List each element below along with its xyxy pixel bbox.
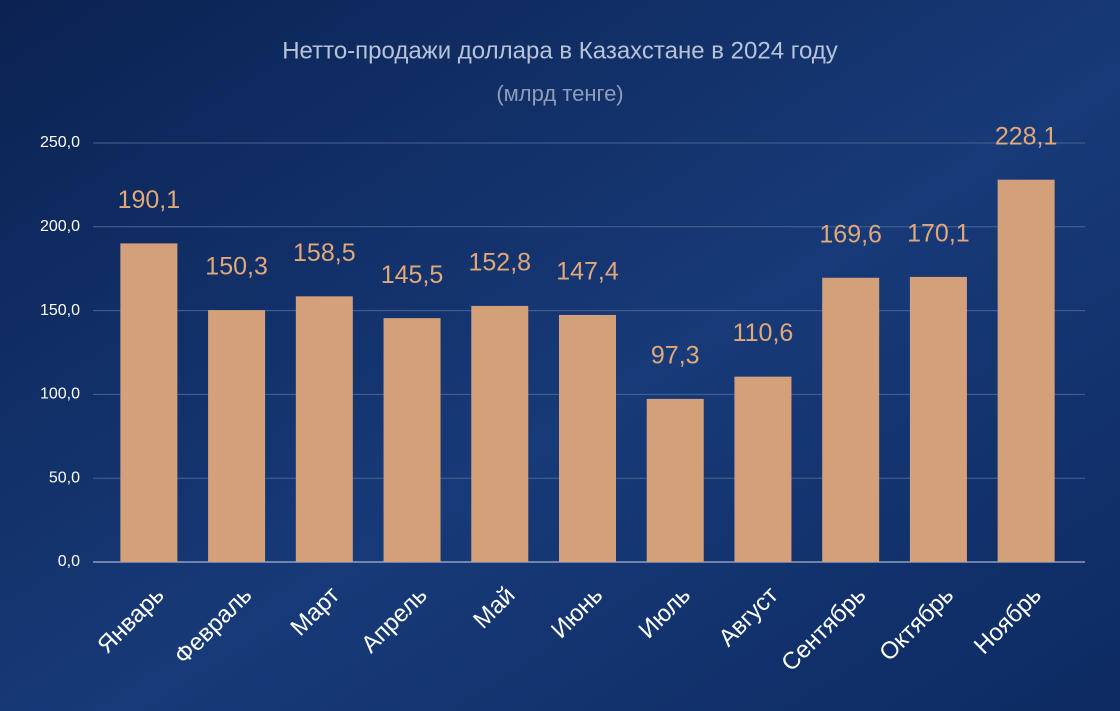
chart-subtitle: (млрд тенге) [496,81,623,106]
bar [295,296,353,562]
bar [120,243,178,562]
value-label: 190,1 [118,186,181,214]
chart-title: Нетто-продажи доллара в Казахстане в 202… [282,37,838,64]
y-tick-label: 150,0 [40,302,80,319]
y-tick-label: 100,0 [40,386,80,403]
bar [646,398,704,562]
y-tick-label: 200,0 [40,218,80,235]
value-label: 170,1 [907,220,970,248]
value-label: 110,6 [733,319,794,347]
value-label: 147,4 [556,258,619,286]
y-tick-label: 250,0 [40,134,80,151]
bar [822,277,880,562]
bar [997,179,1055,562]
y-tick-label: 0,0 [58,553,80,570]
value-label: 152,8 [468,249,531,277]
bar [909,276,967,562]
bar [208,310,266,562]
bar [383,318,441,562]
value-label: 228,1 [995,122,1058,150]
value-label: 145,5 [381,261,444,289]
value-label: 97,3 [651,342,700,370]
value-label: 158,5 [293,239,356,267]
value-label: 150,3 [205,253,268,281]
value-label: 169,6 [819,220,882,248]
y-tick-label: 50,0 [49,469,80,486]
bar [734,376,792,562]
bar [471,305,529,562]
bar [559,314,616,562]
